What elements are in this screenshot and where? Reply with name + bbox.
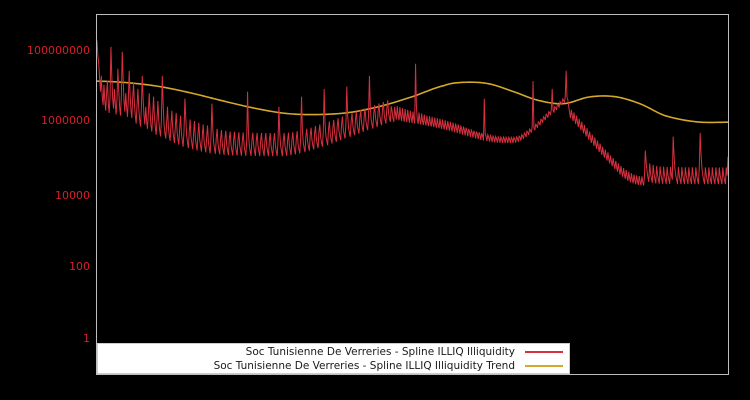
- legend-swatch-illiquidity-trend: [525, 364, 563, 367]
- y-tick-label-100000000: 100000000: [27, 44, 90, 57]
- y-tick-label-100: 100: [69, 260, 90, 273]
- legend-label-illiquidity-trend: Soc Tunisienne De Verreries - Spline ILL…: [213, 359, 515, 372]
- series-canvas: [97, 40, 728, 186]
- y-tick-label-10000: 10000: [55, 189, 90, 202]
- plot-area: [96, 14, 729, 375]
- legend-item-illiquidity-trend[interactable]: Soc Tunisienne De Verreries - Spline ILL…: [98, 359, 569, 373]
- y-tick-label-1000000: 1000000: [41, 114, 90, 127]
- legend-item-illiquidity[interactable]: Soc Tunisienne De Verreries - Spline ILL…: [98, 345, 569, 359]
- chart-legend[interactable]: Soc Tunisienne De Verreries - Spline ILL…: [97, 343, 570, 374]
- y-tick-label-1: 1: [83, 332, 90, 345]
- series-line-trend: [97, 80, 728, 124]
- legend-label-illiquidity: Soc Tunisienne De Verreries - Spline ILL…: [245, 345, 515, 358]
- y-axis-tick-labels: 100000000 1000000 10000 100 1: [0, 0, 90, 400]
- legend-swatch-illiquidity: [525, 350, 563, 353]
- series-line-illiquidity: [97, 40, 728, 186]
